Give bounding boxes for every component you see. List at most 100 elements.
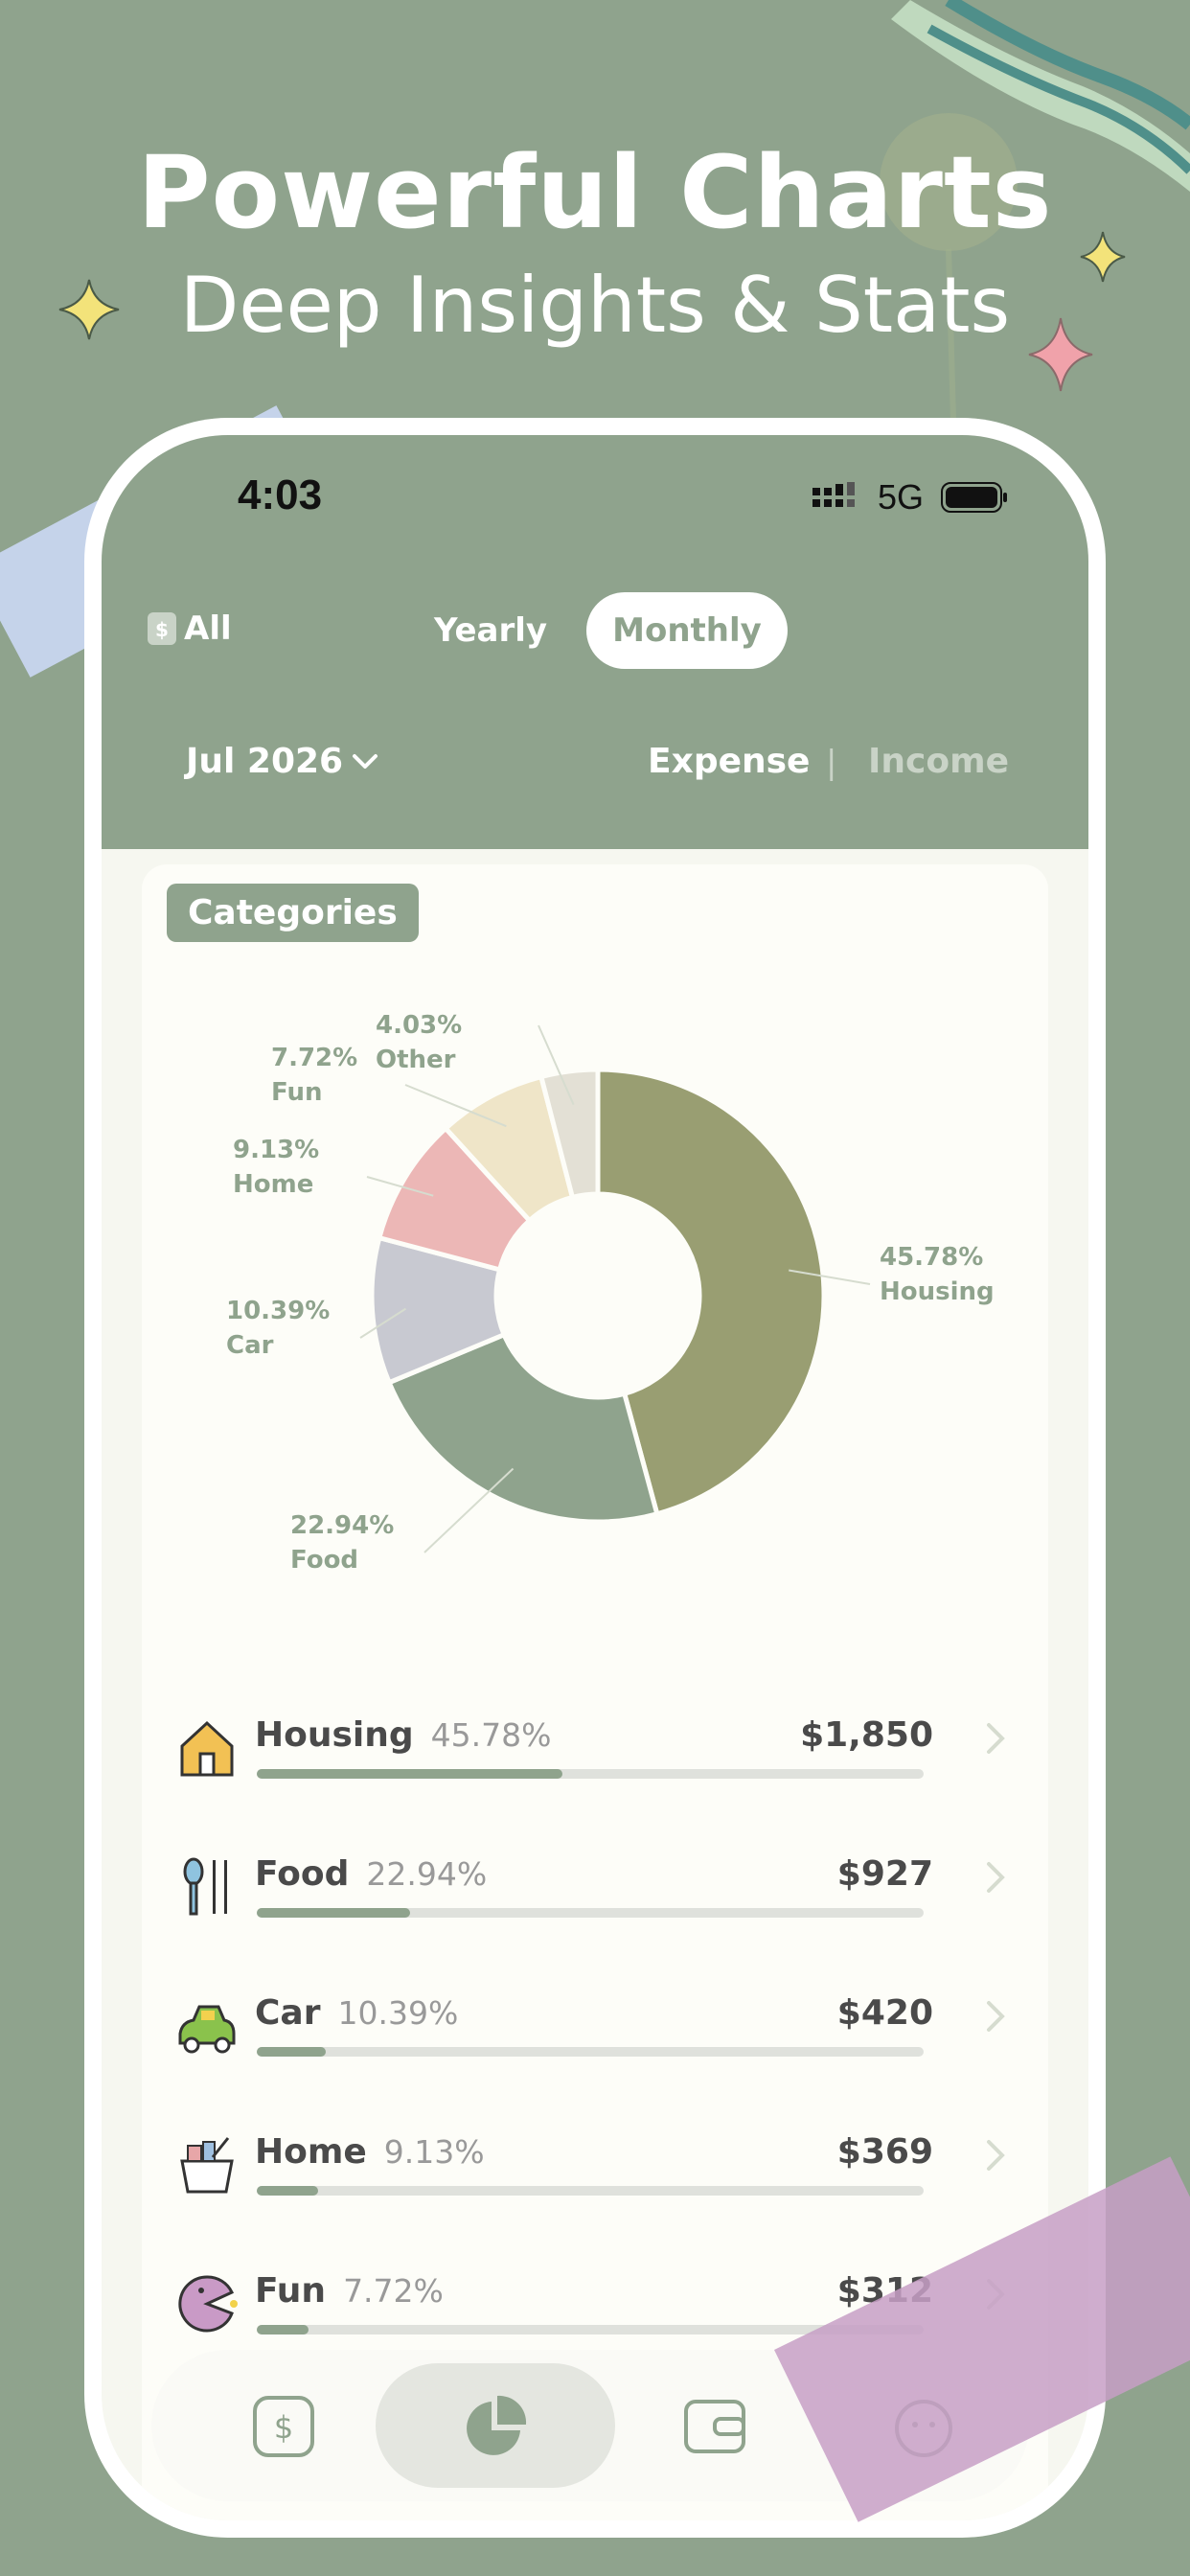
tab-separator: | <box>826 744 837 782</box>
category-row-home[interactable]: Home 9.13% $369 <box>174 2125 1037 2220</box>
donut-label-housing: 45.78% Housing <box>880 1240 995 1309</box>
pie-chart-icon[interactable] <box>457 2388 534 2465</box>
category-name-text: Food <box>255 1854 350 1894</box>
category-percent: 10.39% <box>337 1994 459 2032</box>
wave-decoration <box>891 0 1190 192</box>
leader-line-housing <box>789 1269 871 1285</box>
category-percent: 45.78% <box>430 1716 552 1754</box>
category-name-text: Housing <box>255 1715 414 1755</box>
leader-line-fun <box>404 1084 507 1128</box>
category-row-car[interactable]: Car 10.39% $420 <box>174 1986 1037 2082</box>
chevron-right-icon[interactable] <box>983 1719 1008 1758</box>
category-progress-bar <box>257 2325 924 2334</box>
category-percent: 7.72% <box>343 2272 444 2310</box>
category-name: Housing 45.78% <box>255 1715 552 1755</box>
category-progress-bar <box>257 2047 924 2057</box>
hero-subtitle: Deep Insights & Stats <box>179 261 1011 350</box>
category-progress-bar <box>257 1908 924 1918</box>
account-filter[interactable]: $ All <box>146 610 232 648</box>
chevron-right-icon[interactable] <box>983 2136 1008 2174</box>
category-progress-bar <box>257 1769 924 1779</box>
leader-line-other <box>538 1024 575 1106</box>
car-icon <box>174 1993 240 2058</box>
food-icon <box>174 1854 240 1920</box>
category-row-food[interactable]: Food 22.94% $927 <box>174 1847 1037 1943</box>
status-indicators: 5G <box>812 477 1008 518</box>
housing-icon <box>174 1715 240 1781</box>
donut-slice-housing[interactable] <box>595 1067 827 1517</box>
category-progress-fill <box>257 2047 327 2057</box>
category-name: Home 9.13% <box>255 2132 485 2172</box>
category-amount: $369 <box>836 2132 933 2172</box>
categories-card: Categories 45.78% Housing 22.94% Food 10.39%… <box>142 864 1048 2520</box>
donut-label-percent: 45.78% <box>880 1243 984 1272</box>
category-progress-fill <box>257 2325 309 2334</box>
category-amount: $420 <box>836 1993 933 2033</box>
battery-icon <box>941 482 1007 513</box>
leader-line-home <box>366 1176 434 1197</box>
donut-label-fun: 7.72% Fun <box>271 1041 357 1110</box>
category-amount: $927 <box>836 1854 933 1894</box>
tab-income[interactable]: Income <box>868 742 1010 781</box>
category-percent: 9.13% <box>383 2133 485 2171</box>
category-progress-bar <box>257 2186 924 2196</box>
category-name-text: Home <box>255 2132 367 2172</box>
section-title: Categories <box>167 884 419 942</box>
donut-label-other: 4.03% Other <box>376 1008 462 1077</box>
pink-star-icon <box>1028 317 1093 392</box>
category-progress-fill <box>257 2186 318 2196</box>
category-donut-chart <box>359 1024 871 1553</box>
tab-expense[interactable]: Expense <box>648 742 811 781</box>
category-name: Food 22.94% <box>255 1854 487 1894</box>
donut-label-percent: 22.94% <box>290 1511 395 1540</box>
tab-yearly[interactable]: Yearly <box>433 611 548 650</box>
chevron-right-icon[interactable] <box>983 1997 1008 2036</box>
wallet-dollar-icon: $ <box>148 612 176 645</box>
donut-label-percent: 4.03% <box>376 1011 463 1040</box>
donut-label-home: 9.13% Home <box>233 1133 319 1202</box>
status-time: 4:03 <box>238 472 323 518</box>
donut-label-car: 10.39% Car <box>226 1294 330 1363</box>
plant-decoration <box>880 113 1018 422</box>
account-filter-label: All <box>184 610 232 648</box>
leader-line-car <box>359 1307 406 1339</box>
chevron-right-icon[interactable] <box>983 1858 1008 1897</box>
donut-label-name: Home <box>233 1170 314 1199</box>
donut-label-name: Other <box>376 1046 456 1074</box>
donut-label-percent: 7.72% <box>271 1044 358 1072</box>
donut-label-name: Food <box>290 1546 359 1575</box>
hero-title: Powerful Charts <box>137 134 1053 251</box>
network-label: 5G <box>877 477 924 517</box>
dollar-icon[interactable]: $ <box>245 2388 322 2465</box>
category-progress-fill <box>257 1908 410 1918</box>
month-selector[interactable]: Jul 2026 <box>186 742 379 781</box>
category-row-housing[interactable]: Housing 45.78% $1,850 <box>174 1708 1037 1804</box>
donut-label-name: Car <box>226 1331 274 1360</box>
category-name: Fun 7.72% <box>255 2271 444 2311</box>
tab-monthly[interactable]: Monthly <box>586 592 788 669</box>
donut-slice-food[interactable] <box>385 1331 660 1525</box>
donut-label-name: Housing <box>880 1277 995 1306</box>
tab-active-indicator <box>376 2363 615 2488</box>
home-icon <box>174 2132 240 2197</box>
donut-label-food: 22.94% Food <box>290 1508 394 1577</box>
category-name-text: Fun <box>255 2271 327 2311</box>
phone-frame: 4:03 5G $ <box>84 418 1106 2538</box>
category-percent: 22.94% <box>366 1855 488 1893</box>
wallet-dollar-glyph: $ <box>155 618 169 641</box>
category-row-fun[interactable]: Fun 7.72% $312 <box>174 2264 1037 2359</box>
donut-label-name: Fun <box>271 1078 323 1107</box>
app-screen: 4:03 5G $ <box>102 435 1088 2520</box>
category-amount: $1,850 <box>800 1715 933 1755</box>
wallet-icon[interactable] <box>676 2388 753 2465</box>
dollar-glyph: $ <box>274 2409 293 2446</box>
category-name: Car 10.39% <box>255 1993 458 2033</box>
donut-label-percent: 9.13% <box>233 1136 320 1164</box>
yellow-star-left-icon <box>58 279 120 340</box>
category-name-text: Car <box>255 1993 321 2033</box>
donut-slice-other[interactable] <box>538 1067 601 1201</box>
chevron-down-icon <box>353 753 378 769</box>
donut-label-percent: 10.39% <box>226 1297 331 1325</box>
category-progress-fill <box>257 1769 562 1779</box>
yellow-star-right-icon <box>1080 231 1126 283</box>
